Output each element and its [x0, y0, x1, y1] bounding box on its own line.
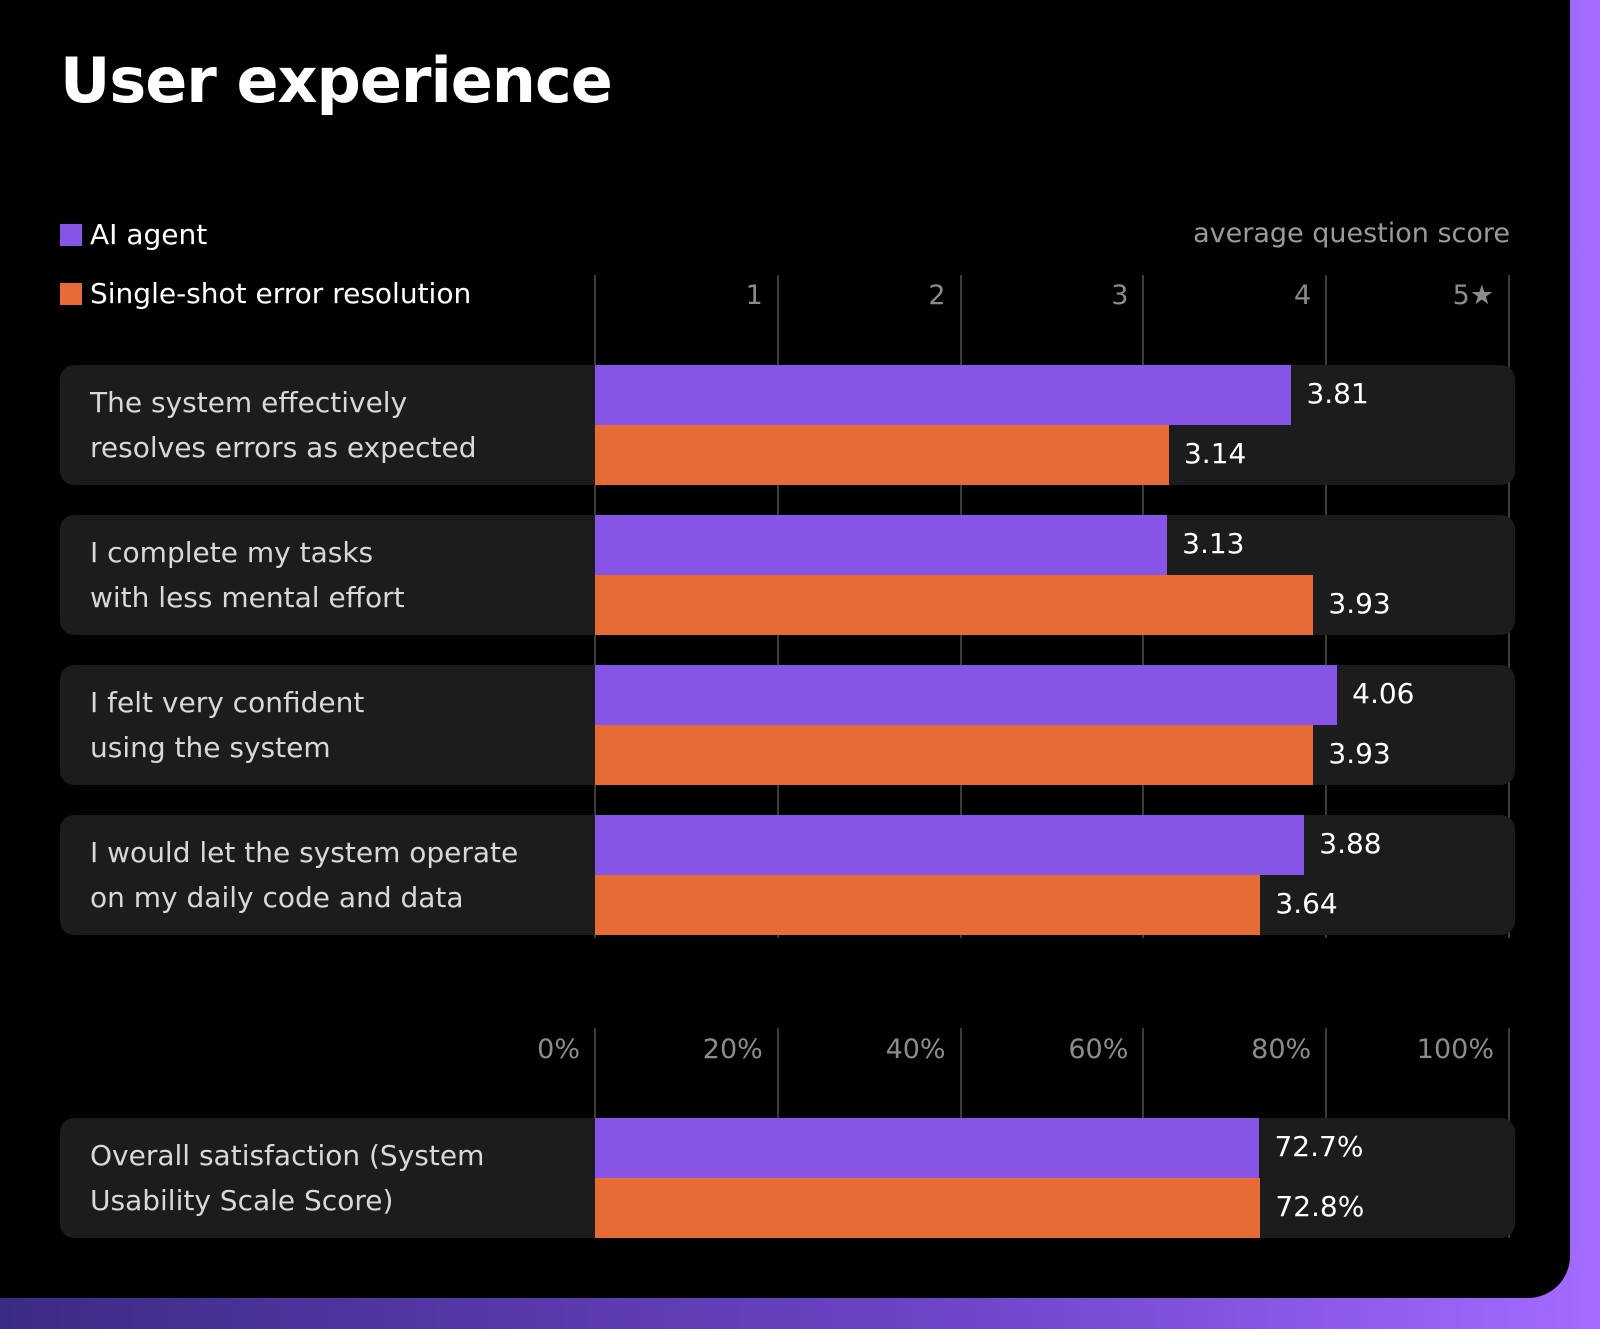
bar-value-label: 3.93: [1328, 737, 1391, 770]
bar-single-shot: [595, 425, 1169, 485]
row-label: The system effectively resolves errors a…: [90, 386, 477, 464]
legend-label-single-shot: Single-shot error resolution: [90, 277, 472, 310]
legend-swatch-single-shot: [60, 282, 82, 305]
legend-item-single-shot: Single-shot error resolution: [60, 277, 471, 310]
bar-value-label: 3.64: [1275, 887, 1338, 920]
chart-title: User experience: [60, 44, 613, 117]
bar-value-label: 4.06: [1352, 677, 1415, 710]
bar-ai-agent: [595, 1118, 1260, 1178]
tick-label: 2: [928, 280, 946, 311]
chart-card: User experience AI agent Single-shot err…: [0, 0, 1570, 1298]
row-label: I would let the system operate on my dai…: [90, 836, 519, 914]
bar-value-label: 3.88: [1319, 827, 1382, 860]
tick-label: 5★: [1452, 280, 1494, 311]
score-axis-caption: average question score: [1193, 218, 1510, 249]
bar-value-label: 3.81: [1306, 377, 1369, 410]
tick-label: 80%: [1251, 1034, 1312, 1065]
tick-label: 3: [1111, 280, 1129, 311]
tick-label: 60%: [1068, 1034, 1129, 1065]
row-label: Overall satisfaction (System Usability S…: [90, 1139, 485, 1217]
bar-ai-agent: [595, 515, 1168, 575]
legend-item-ai-agent: AI agent: [60, 218, 207, 251]
row-label: I felt very confident using the system: [90, 686, 365, 764]
tick-label: 1: [745, 280, 763, 311]
bar-ai-agent: [595, 365, 1292, 425]
tick-label: 4: [1294, 280, 1312, 311]
bar-value-label: 72.8%: [1275, 1190, 1365, 1223]
bar-single-shot: [595, 725, 1314, 785]
bar-ai-agent: [595, 665, 1338, 725]
legend-swatch-ai-agent: [60, 223, 82, 246]
tick-label: 0%: [537, 1034, 580, 1065]
bar-single-shot: [595, 875, 1261, 935]
bar-single-shot: [595, 575, 1314, 635]
bar-value-label: 72.7%: [1274, 1130, 1364, 1163]
bar-value-label: 3.13: [1182, 527, 1245, 560]
tick-label: 20%: [702, 1034, 763, 1065]
tick-label: 100%: [1416, 1034, 1494, 1065]
bar-value-label: 3.14: [1183, 437, 1247, 470]
legend-label-ai-agent: AI agent: [90, 218, 208, 251]
row-label: I complete my tasks with less mental eff…: [90, 536, 405, 614]
tick-label: 40%: [885, 1034, 946, 1065]
bar-ai-agent: [595, 815, 1305, 875]
bar-value-label: 3.93: [1328, 587, 1391, 620]
bar-single-shot: [595, 1178, 1261, 1238]
